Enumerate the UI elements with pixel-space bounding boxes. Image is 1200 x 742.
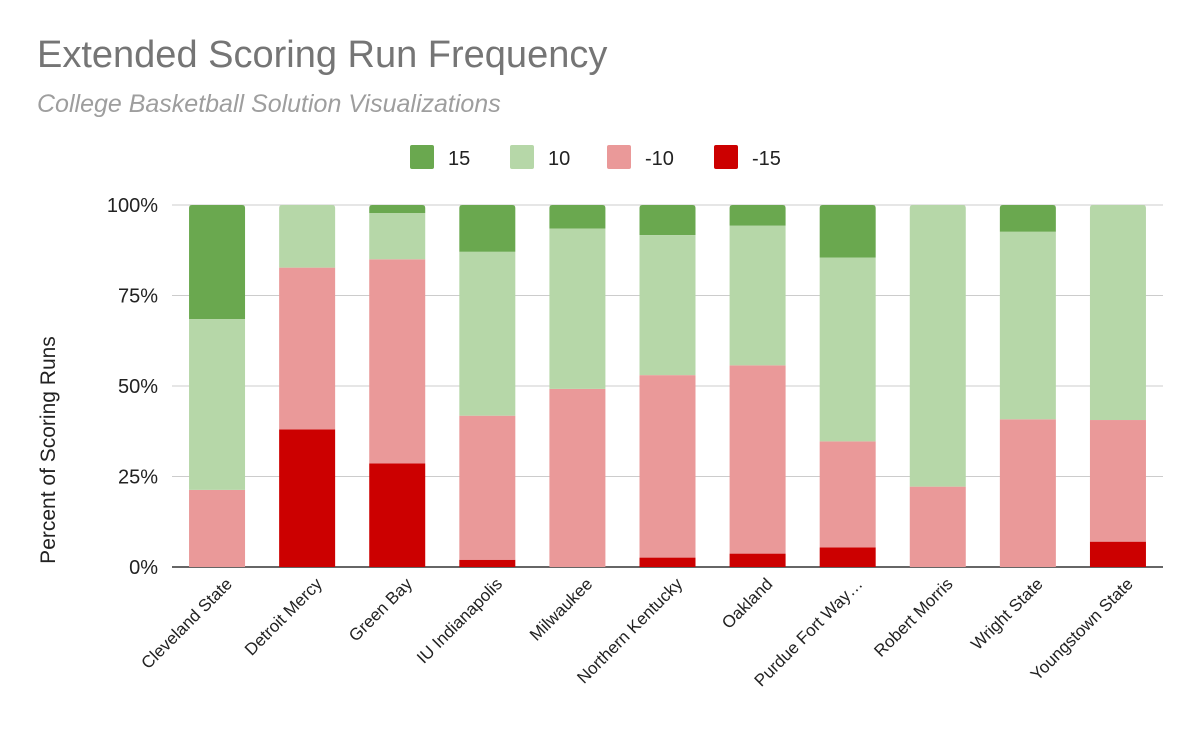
legend-label: -10 [645,148,674,170]
y-tick-label: 25% [118,467,158,489]
bar-segment--10 [1089,420,1146,542]
legend-label: 10 [548,148,570,170]
bar-segment--15 [369,463,426,567]
bars [189,205,1146,567]
bar-segment--10 [459,415,516,560]
legend-label: 15 [448,148,470,170]
legend-swatch-15 [410,145,434,169]
bar-segment--15 [459,559,516,567]
bar-segment--10 [999,419,1056,567]
chart-title: Extended Scoring Run Frequency [37,34,608,76]
bar-segment--15 [279,429,336,567]
bar-segment--10 [639,375,696,558]
x-category-label: Wright State [967,574,1046,653]
bar-segment-15 [819,205,876,258]
bar-segment--10 [729,365,786,554]
bar-segment--15 [639,557,696,567]
bar-segment-15 [369,205,426,213]
bar-segment-10 [909,205,966,487]
y-axis-label: Percent of Scoring Runs [37,336,60,564]
bar-segment--15 [819,547,876,567]
x-category-label: IU Indianapolis [413,574,506,667]
legend-label: -15 [752,148,781,170]
y-axis-ticks: 0% 25% 50% 75% 100% [107,195,158,579]
x-category-label: Milwaukee [526,574,596,644]
bar-segment-10 [999,231,1056,420]
bar-segment-10 [459,251,516,416]
y-tick-label: 50% [118,376,158,398]
legend-swatch-10 [510,145,534,169]
bar-segment--10 [549,388,606,567]
bar-segment-15 [999,205,1056,232]
bar-segment-15 [549,205,606,229]
bar-segment--10 [819,441,876,548]
chart-subtitle: College Basketball Solution Visualizatio… [37,90,501,118]
bar-segment-10 [639,235,696,376]
x-axis-labels: Cleveland State Detroit Mercy Green BayIU … [138,574,1137,690]
bar-segment-10 [549,228,606,389]
bar-segment-10 [819,257,876,442]
bar-segment--10 [279,267,336,430]
bar-segment--15 [729,553,786,567]
bar-segment--15 [1089,541,1146,567]
bar-segment-10 [279,205,336,268]
y-tick-label: 75% [118,286,158,308]
bar-segment-15 [639,205,696,236]
bar-segment-15 [459,205,516,252]
bar-segment--10 [189,489,246,567]
bar-segment-15 [729,205,786,226]
x-category-label: Oakland [718,574,776,632]
legend-swatch--10 [607,145,631,169]
bar-segment--10 [909,486,966,567]
bar-segment--10 [369,259,426,464]
y-tick-label: 100% [107,195,158,217]
y-tick-label: 0% [129,557,158,579]
bar-segment-10 [369,212,426,260]
bar-segment-10 [729,225,786,366]
legend-swatch--15 [714,145,738,169]
x-category-label: Cleveland State [138,574,236,672]
bar-segment-15 [189,205,246,320]
legend: 15 10 -10 -15 [410,145,781,170]
bar-segment-10 [189,319,246,490]
x-category-label: Green Bay [345,574,416,645]
x-category-label: Robert Morris [870,574,956,660]
bar-segment-10 [1089,205,1146,421]
x-category-label: Detroit Mercy [241,574,326,659]
